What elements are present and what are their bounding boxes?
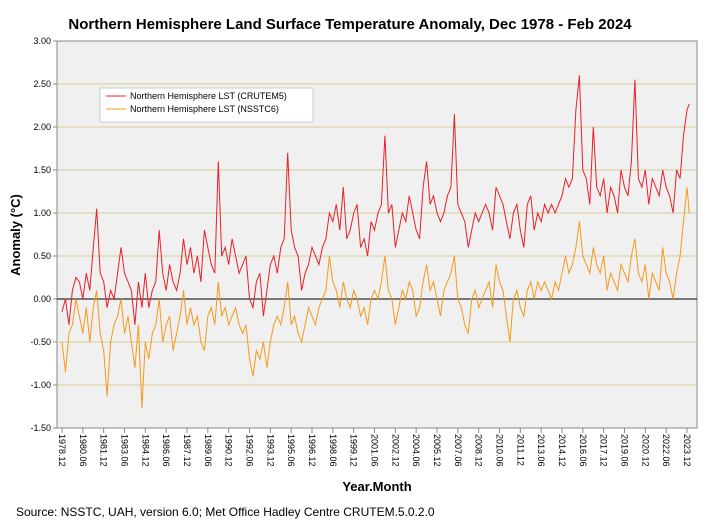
chart-title: Northern Hemisphere Land Surface Tempera… xyxy=(68,16,632,33)
source-note: Source: NSSTC, UAH, version 6.0; Met Off… xyxy=(16,505,435,519)
x-tick-label: 2007.06 xyxy=(453,434,463,467)
x-tick-label: 1986.06 xyxy=(161,434,171,467)
legend-label-crutem5: Northern Hemisphere LST (CRUTEM5) xyxy=(130,91,287,101)
x-tick-label: 1998.06 xyxy=(328,434,338,467)
x-tick-label: 2002.12 xyxy=(390,434,400,467)
y-tick-label: 2.00 xyxy=(33,122,51,132)
y-tick-label: 0.00 xyxy=(33,294,51,304)
x-tick-label: 2013.06 xyxy=(536,434,546,467)
x-tick-label: 2022.06 xyxy=(661,434,671,467)
x-tick-label: 1992.06 xyxy=(245,434,255,467)
y-tick-label: 1.00 xyxy=(33,208,51,218)
x-tick-label: 2023.12 xyxy=(682,434,692,467)
y-tick-label: -1.50 xyxy=(30,423,51,433)
series-line-nsstc6 xyxy=(61,187,690,409)
x-tick-label: 2004.06 xyxy=(411,434,421,467)
x-tick-label: 1993.12 xyxy=(265,434,275,467)
x-tick-label: 2001.06 xyxy=(370,434,380,467)
x-tick-label: 2011.12 xyxy=(515,434,525,466)
x-axis-label: Year.Month xyxy=(342,479,411,494)
x-tick-label: 2010.06 xyxy=(495,434,505,467)
x-tick-label: 1981.12 xyxy=(99,434,109,467)
y-axis-label: Anomaly (°C) xyxy=(8,194,23,276)
legend: Northern Hemisphere LST (CRUTEM5) Northe… xyxy=(99,87,314,123)
y-tick-label: 3.00 xyxy=(33,36,51,46)
x-tick-label: 2014.12 xyxy=(557,434,567,467)
x-tick-label: 1990.12 xyxy=(224,434,234,467)
x-tick-label: 2008.12 xyxy=(474,434,484,467)
x-tick-label: 1987.12 xyxy=(182,434,192,467)
x-tick-label: 2005.12 xyxy=(432,434,442,467)
x-tick-label: 1995.06 xyxy=(286,434,296,467)
x-tick-label: 2019.06 xyxy=(620,434,630,467)
x-tick-label: 2016.06 xyxy=(578,434,588,467)
y-tick-label: 1.50 xyxy=(33,165,51,175)
series-line-crutem5 xyxy=(61,75,690,325)
y-tick-label: -0.50 xyxy=(30,337,51,347)
x-tick-label: 1996.12 xyxy=(307,434,317,467)
x-tick-label: 1984.12 xyxy=(140,434,150,467)
y-tick-label: 2.50 xyxy=(33,79,51,89)
x-tick-label: 1978.12 xyxy=(57,434,67,467)
x-tick-label: 1999.12 xyxy=(349,434,359,467)
legend-label-nsstc6: Northern Hemisphere LST (NSSTC6) xyxy=(130,104,279,114)
x-tick-label: 1983.06 xyxy=(120,434,130,467)
y-tick-label: 0.50 xyxy=(33,251,51,261)
x-tick-label: 2017.12 xyxy=(599,434,609,467)
x-tick-label: 2020.12 xyxy=(640,434,650,467)
x-tick-label: 1980.06 xyxy=(78,434,88,467)
x-tick-label: 1989.06 xyxy=(203,434,213,467)
y-tick-label: -1.00 xyxy=(30,380,51,390)
